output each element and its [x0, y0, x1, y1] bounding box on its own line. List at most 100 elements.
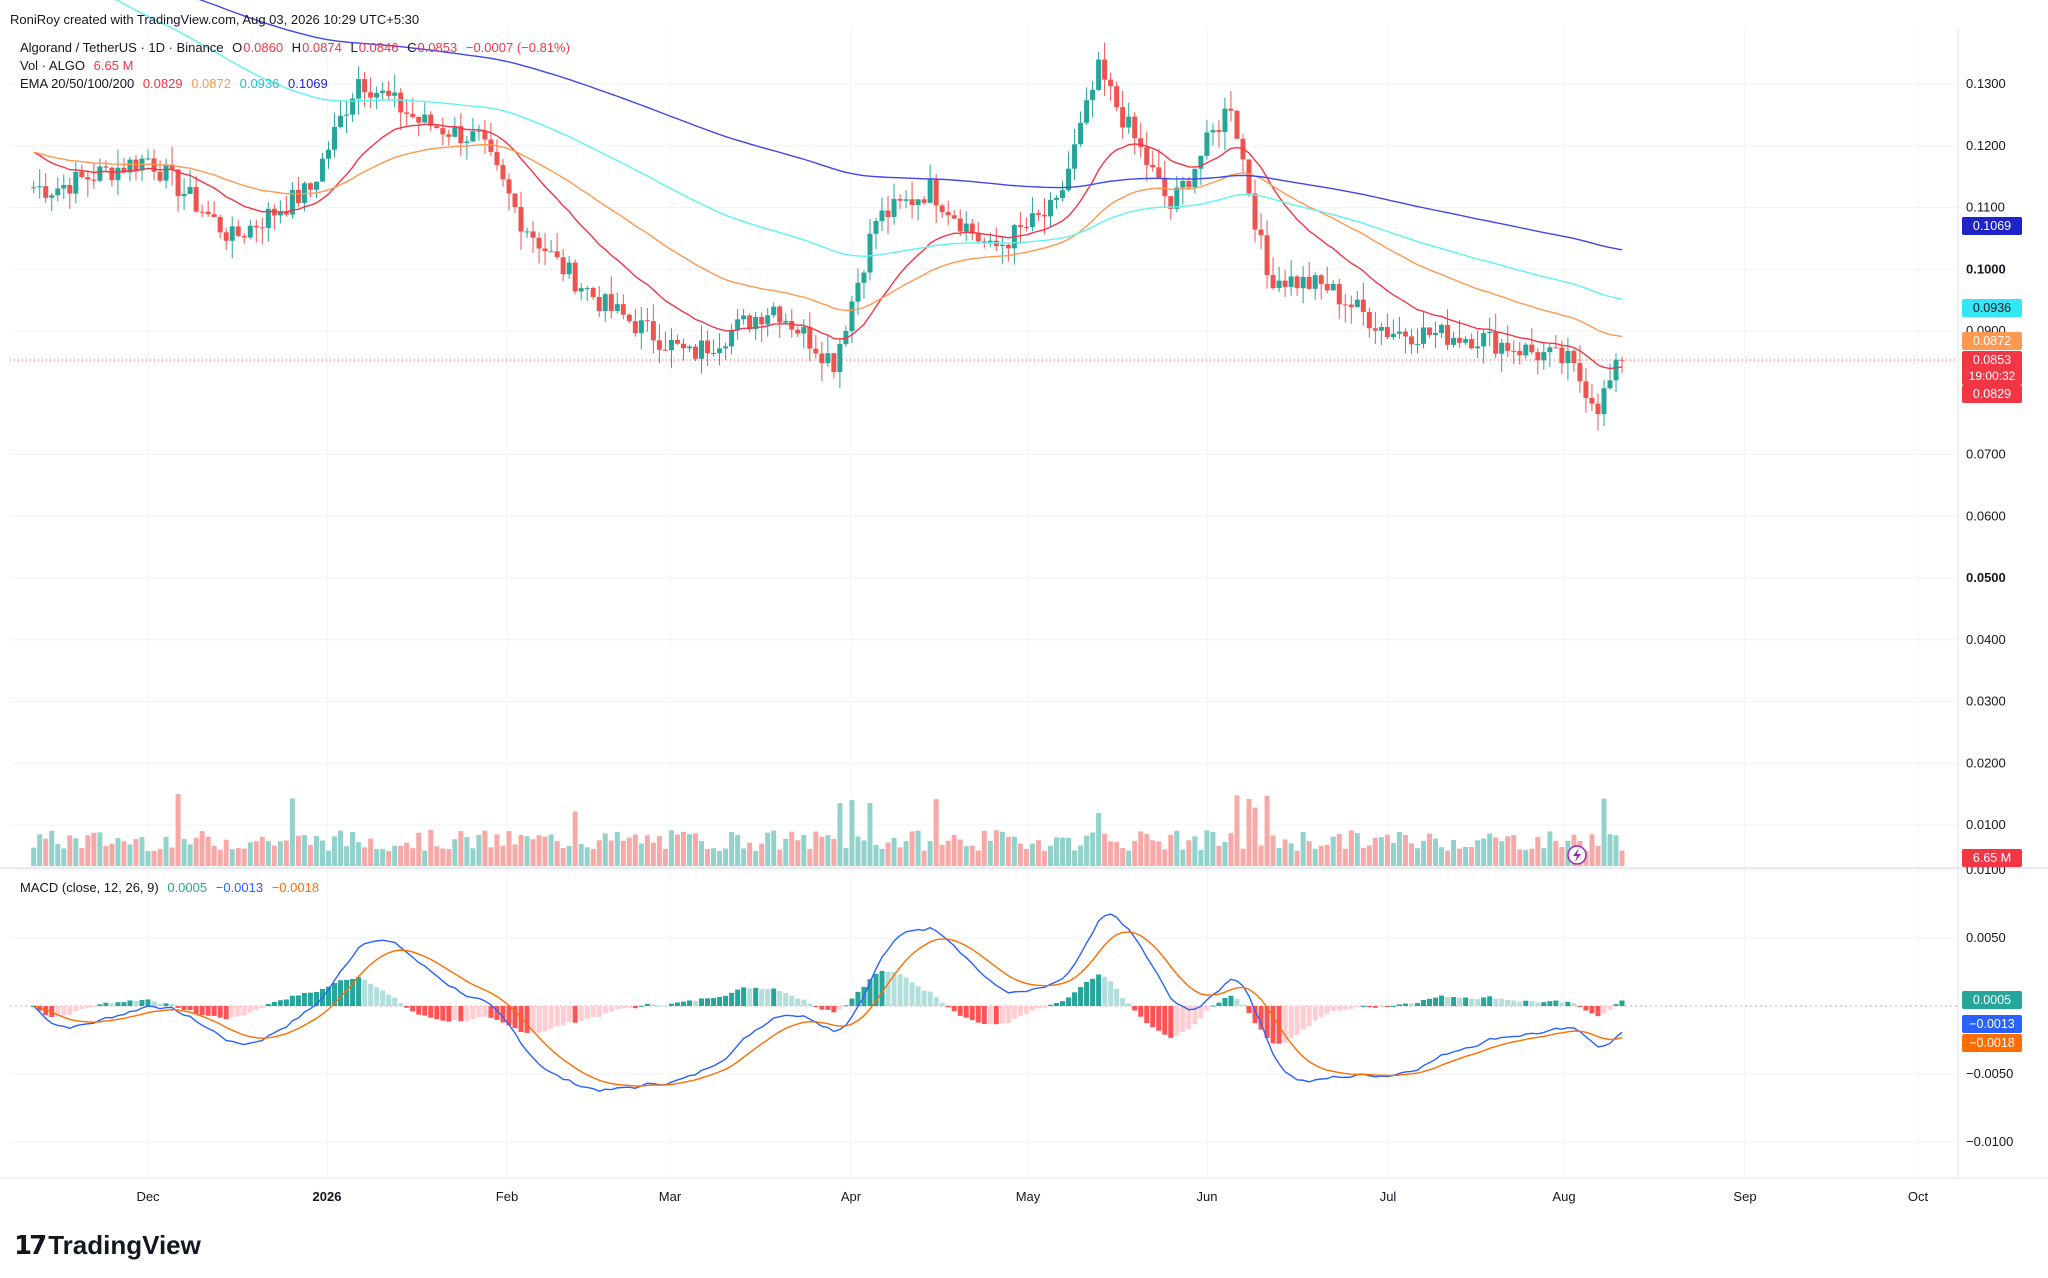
volume-bar: [1487, 833, 1493, 866]
candle-body: [482, 130, 488, 140]
macd-hist-bar: [187, 1006, 193, 1011]
macd-hist-bar: [452, 1006, 458, 1021]
candle-body: [873, 221, 879, 234]
volume-bar: [1240, 848, 1246, 866]
macd-hist-bar: [1300, 1006, 1306, 1030]
ema20-value: 0.0829: [142, 76, 183, 91]
macd-hist-bar: [963, 1006, 969, 1018]
candle-body: [662, 349, 668, 351]
candle-body: [686, 346, 692, 349]
volume-bar: [644, 835, 650, 866]
macd-hist-bar: [578, 1006, 584, 1022]
volume-bar: [717, 850, 723, 866]
volume-bar: [97, 832, 103, 866]
macd-hist-bar: [283, 999, 289, 1006]
volume-bar: [1607, 834, 1613, 866]
candle-body: [151, 158, 157, 172]
ema100-line: [115, 0, 1623, 300]
volume-bar: [849, 800, 855, 866]
candle-body: [1041, 214, 1047, 217]
volume-bar: [1047, 845, 1053, 866]
volume-bar: [85, 835, 91, 866]
candle-body: [644, 320, 650, 322]
volume-bar: [999, 831, 1005, 866]
macd-label[interactable]: MACD (close, 12, 26, 9): [20, 880, 159, 895]
candle-body: [49, 195, 55, 198]
price-tick-label: 0.1000: [1966, 261, 2006, 276]
candle-body: [1360, 299, 1366, 313]
macd-hist-bar: [1390, 1005, 1396, 1007]
candle-body: [217, 216, 223, 233]
macd-hist-bar: [163, 1003, 169, 1006]
candle-body: [807, 326, 813, 349]
macd-hist-bar: [1336, 1006, 1342, 1011]
candle-body: [885, 210, 891, 217]
volume-bar: [1360, 847, 1366, 866]
volume-bar: [398, 845, 404, 866]
candle-body: [608, 294, 614, 311]
candle-body: [350, 98, 356, 115]
volume-bar: [885, 842, 891, 866]
macd-hist-bar: [699, 998, 705, 1006]
volume-bar: [1017, 843, 1023, 866]
volume-bar: [1348, 830, 1354, 866]
price-tick-label: 0.1100: [1966, 200, 2005, 215]
macd-hist-bar: [1607, 1006, 1613, 1010]
macd-hist-bar: [356, 977, 362, 1006]
volume-label[interactable]: Vol · ALGO: [20, 58, 86, 73]
macd-hist-bar: [945, 1006, 951, 1008]
volume-bar: [374, 849, 380, 866]
candle-body: [97, 166, 103, 181]
candle-body: [241, 235, 247, 238]
candle-body: [506, 179, 512, 194]
candle-body: [638, 320, 644, 334]
candle-body: [313, 181, 319, 190]
macd-hist-bar: [939, 1002, 945, 1006]
macd-hist-bar: [1240, 1004, 1246, 1006]
symbol-name[interactable]: Algorand / TetherUS · 1D · Binance: [20, 40, 224, 55]
macd-hist-bar: [705, 998, 711, 1006]
candle-body: [927, 179, 933, 203]
macd-hist-bar: [410, 1006, 416, 1012]
volume-bar: [1120, 848, 1126, 866]
candle-body: [1108, 79, 1114, 87]
volume-bar: [151, 850, 157, 866]
macd-hist-bar: [1168, 1006, 1174, 1038]
candle-body: [867, 233, 873, 273]
volume-bar: [169, 847, 175, 866]
ema-label[interactable]: EMA 20/50/100/200: [20, 76, 135, 91]
macd-hist-bar: [999, 1006, 1005, 1024]
macd-hist-bar: [1529, 1001, 1535, 1006]
tradingview-logo[interactable]: 𝟭𝟳 TradingView: [14, 1230, 201, 1260]
macd-hist-bar: [879, 970, 885, 1006]
volume-bar: [981, 830, 987, 866]
volume-bar: [1276, 847, 1282, 866]
volume-bar: [1252, 807, 1258, 866]
volume-bar: [674, 834, 680, 866]
candle-body: [729, 330, 735, 347]
candle-body: [1114, 86, 1120, 108]
candle-body: [163, 164, 169, 181]
volume-bar: [861, 840, 867, 866]
candle-body: [181, 193, 187, 197]
candle-body: [1029, 213, 1035, 228]
candle-body: [1481, 333, 1487, 347]
candle-body: [975, 233, 981, 242]
volume-bar: [723, 848, 729, 866]
volume-bar: [729, 832, 735, 866]
macd-hist-bar: [1499, 998, 1505, 1006]
volume-bar: [837, 803, 843, 866]
macd-hist-bar: [915, 986, 921, 1006]
macd-hist-bar: [482, 1006, 488, 1017]
volume-bar: [1072, 850, 1078, 866]
volume-bar: [548, 834, 554, 866]
volume-bar: [927, 841, 933, 866]
volume-bar: [1433, 838, 1439, 866]
macd-hist-bar: [1114, 988, 1120, 1006]
candle-body: [247, 225, 253, 238]
ema20-line: [33, 123, 1623, 370]
volume-bar: [253, 841, 259, 866]
macd-hist-bar: [217, 1006, 223, 1018]
volume-bar: [1060, 837, 1066, 866]
